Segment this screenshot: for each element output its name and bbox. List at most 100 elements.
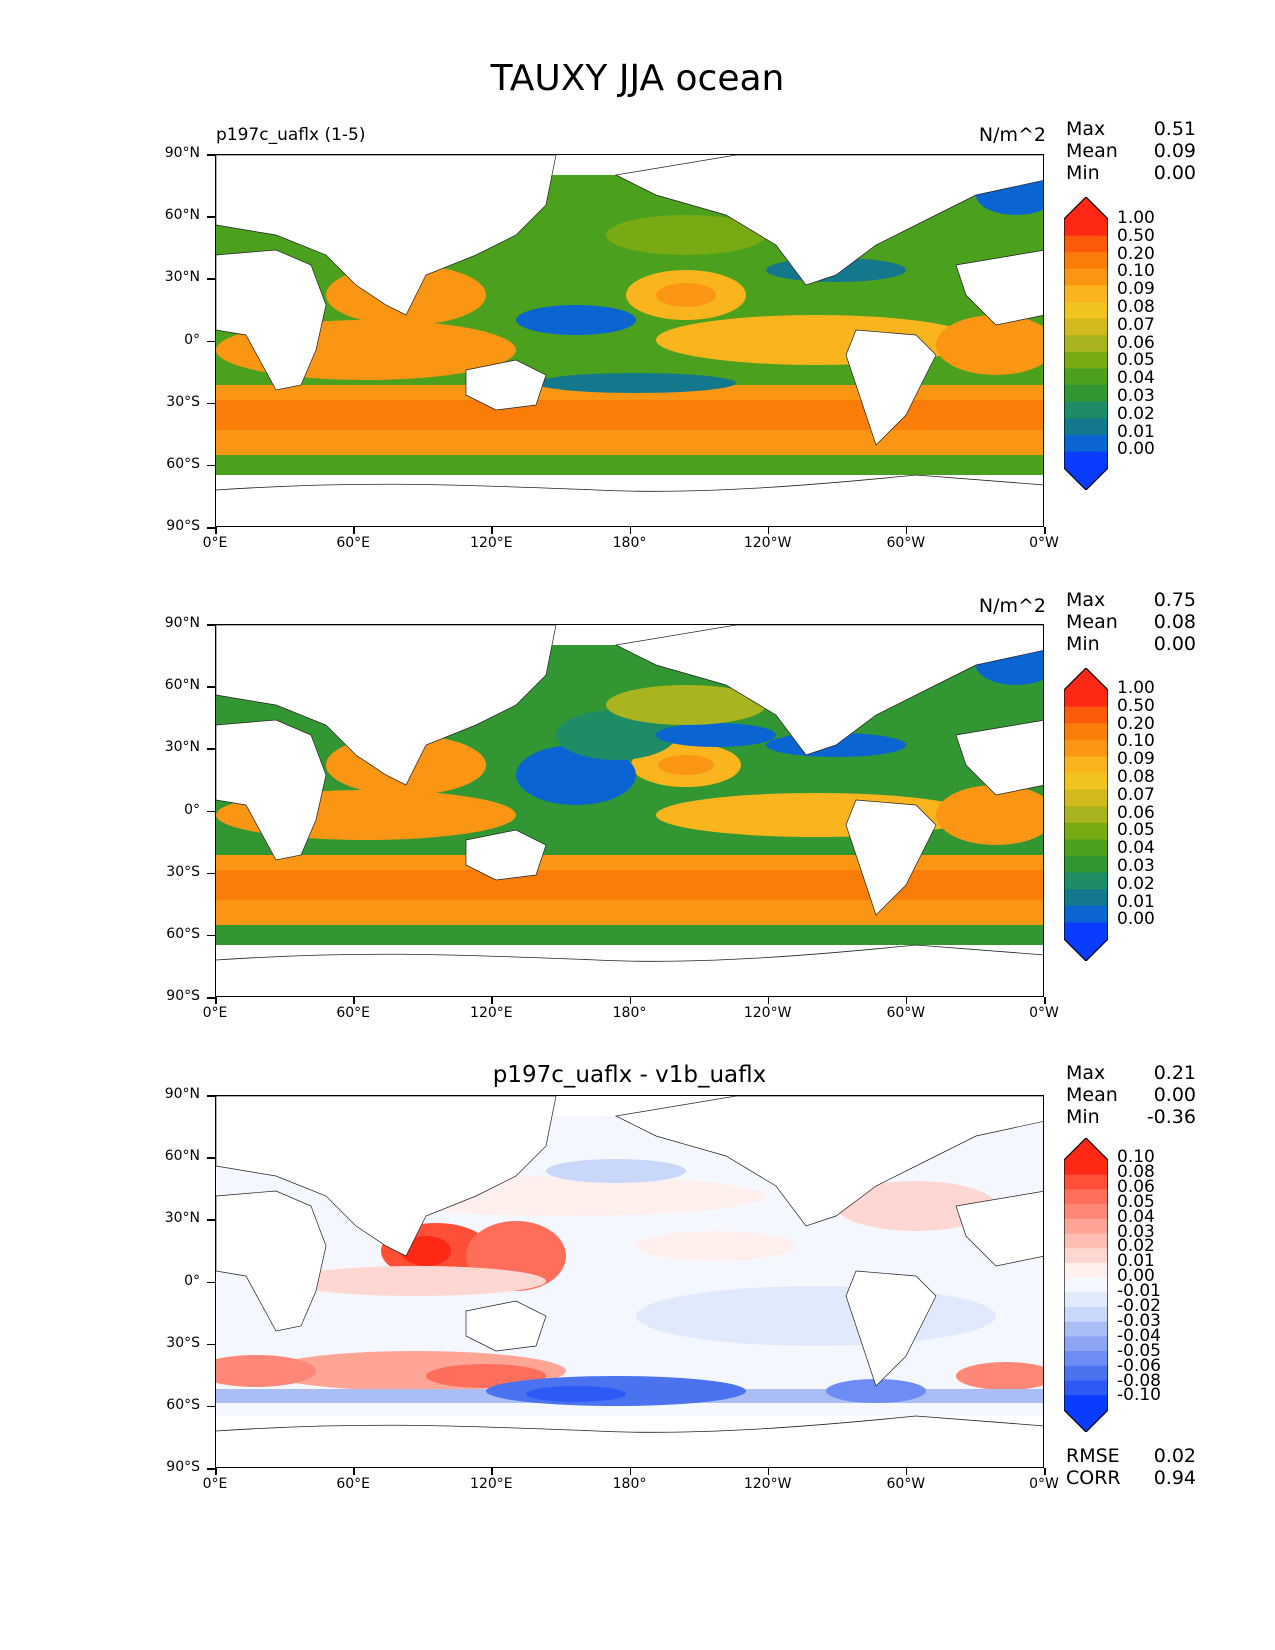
colorbar-tick-label: 0.07 xyxy=(1117,314,1155,335)
panel-1-stats: Max 0.51 Mean 0.09 Min 0.00 xyxy=(1066,118,1196,184)
colorbar-tick-label: -0.10 xyxy=(1117,1385,1161,1406)
y-tick-mark xyxy=(207,1468,215,1470)
x-tick-mark xyxy=(1044,1468,1046,1475)
y-tick-mark xyxy=(207,997,215,999)
y-tick-label: 30°N xyxy=(164,269,200,286)
x-tick-mark xyxy=(1044,997,1046,1004)
panel-2-stats: Max 0.75 Mean 0.08 Min 0.00 xyxy=(1066,589,1196,655)
y-tick-label: 60°S xyxy=(166,1396,200,1413)
x-tick-label: 180° xyxy=(612,535,647,551)
colorbar-segment xyxy=(1064,368,1108,386)
colorbar-extend-top xyxy=(1064,1138,1108,1160)
colorbar-tick-label: 0.09 xyxy=(1117,749,1155,770)
colorbar-tick-label: 0.05 xyxy=(1117,820,1155,841)
colorbar-tick-label: 1.00 xyxy=(1117,678,1155,698)
y-tick-label: 60°N xyxy=(164,207,200,224)
colorbar-segment xyxy=(1064,401,1108,419)
y-tick-mark xyxy=(207,1095,215,1097)
x-tick-label: 0°E xyxy=(202,1476,228,1492)
panel-3-colorbar xyxy=(1063,1137,1109,1433)
colorbar-svg xyxy=(1063,1137,1109,1433)
panel-1-label: p197c_uaflx (1-5) xyxy=(216,125,366,145)
panel-2-colorbar xyxy=(1063,667,1109,962)
y-tick-label: 60°N xyxy=(164,1148,200,1165)
colorbar-segment xyxy=(1064,219,1108,237)
y-tick-label: 0° xyxy=(184,331,200,348)
colorbar-segment xyxy=(1064,351,1108,369)
panel-2-field-svg xyxy=(216,625,1043,996)
y-tick-label: 30°N xyxy=(164,1210,200,1227)
x-tick-label: 180° xyxy=(612,1476,647,1492)
y-tick-label: 90°N xyxy=(164,615,200,631)
colorbar-tick-label: 0.02 xyxy=(1117,403,1155,424)
colorbar-tick-label: 0.00 xyxy=(1117,909,1155,930)
y-tick-label: 0° xyxy=(184,1272,200,1289)
colorbar-segment xyxy=(1064,1189,1108,1205)
y-tick-mark xyxy=(207,340,215,342)
colorbar-extend-top xyxy=(1064,668,1108,690)
y-tick-label: 30°S xyxy=(166,1334,200,1351)
y-tick-label: 0° xyxy=(184,801,200,818)
x-tick-mark xyxy=(491,997,493,1004)
colorbar-segment xyxy=(1064,1218,1108,1235)
colorbar-segment xyxy=(1064,302,1108,320)
colorbar-segment xyxy=(1064,856,1108,874)
panel-2-units: N/m^2 xyxy=(978,595,1046,617)
colorbar-tick-label: -0.01 xyxy=(1117,1281,1161,1302)
panel-3-stats: Max 0.21 Mean 0.00 Min -0.36 xyxy=(1066,1062,1196,1128)
x-tick-mark xyxy=(905,1468,908,1475)
colorbar-segment xyxy=(1064,268,1108,286)
y-tick-mark xyxy=(207,810,215,812)
stat-max: Max 0.51 xyxy=(1066,118,1196,140)
colorbar-segment xyxy=(1064,822,1108,840)
colorbar-tick-label: 0.01 xyxy=(1117,891,1155,912)
colorbar-segment xyxy=(1064,1204,1108,1220)
y-tick-mark xyxy=(207,1157,215,1159)
y-tick-mark xyxy=(207,216,215,218)
colorbar-segment xyxy=(1064,1248,1108,1264)
stat-min: Min 0.00 xyxy=(1066,162,1196,184)
colorbar-svg xyxy=(1063,667,1109,962)
colorbar-tick-label: 0.06 xyxy=(1117,1176,1155,1197)
colorbar-tick-label: -0.08 xyxy=(1117,1370,1161,1391)
y-tick-mark xyxy=(207,527,215,529)
y-tick-mark xyxy=(207,1219,215,1221)
colorbar-tick-label: -0.03 xyxy=(1117,1310,1161,1331)
x-tick-mark xyxy=(767,527,770,534)
x-tick-label: 120°W xyxy=(743,1005,792,1021)
y-tick-mark xyxy=(207,464,215,467)
y-tick-mark xyxy=(207,1405,215,1408)
colorbar-tick-label: 0.01 xyxy=(1117,421,1155,442)
panel-1-map xyxy=(215,154,1044,527)
colorbar-segment xyxy=(1064,1277,1108,1293)
panel-1-units: N/m^2 xyxy=(978,124,1046,146)
colorbar-segment xyxy=(1064,335,1108,353)
colorbar-tick-label: -0.04 xyxy=(1117,1325,1161,1346)
colorbar-tick-label: 0.05 xyxy=(1117,350,1155,371)
colorbar-segment xyxy=(1064,318,1108,336)
colorbar-tick-label: 0.06 xyxy=(1117,802,1155,823)
colorbar-tick-label: 0.01 xyxy=(1117,1251,1155,1272)
x-tick-label: 0°E xyxy=(202,535,228,551)
colorbar-tick-label: 0.10 xyxy=(1117,1147,1155,1167)
y-tick-mark xyxy=(207,872,215,875)
x-tick-mark xyxy=(353,1468,355,1475)
y-tick-label: 60°S xyxy=(166,455,200,472)
stat-rmse: RMSE 0.02 xyxy=(1066,1445,1196,1467)
colorbar-tick-label: 0.02 xyxy=(1117,873,1155,894)
colorbar-tick-label: 0.10 xyxy=(1117,731,1155,752)
x-tick-label: 120°E xyxy=(470,1005,513,1021)
colorbar-extend-bottom xyxy=(1064,1410,1108,1432)
colorbar-segment xyxy=(1064,905,1108,923)
colorbar-tick-label: 0.06 xyxy=(1117,332,1155,353)
x-tick-mark xyxy=(215,1468,217,1475)
y-tick-mark xyxy=(207,934,215,937)
colorbar-tick-label: 0.08 xyxy=(1117,1161,1155,1182)
colorbar-segment xyxy=(1064,706,1108,724)
colorbar-segment xyxy=(1064,1262,1108,1279)
colorbar-segment xyxy=(1064,1351,1108,1367)
panel-2-map xyxy=(215,624,1044,997)
stat-mean: Mean 0.08 xyxy=(1066,611,1196,633)
stat-mean: Mean 0.00 xyxy=(1066,1084,1196,1106)
colorbar-segment xyxy=(1064,690,1108,708)
